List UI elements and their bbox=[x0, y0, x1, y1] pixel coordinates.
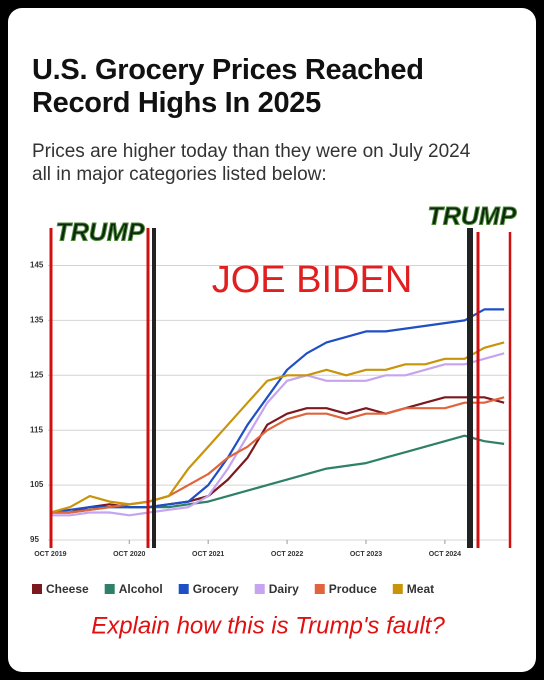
y-tick-label: 115 bbox=[30, 425, 43, 434]
x-tick-label: OCT 2022 bbox=[271, 551, 303, 558]
plot: 95 105 115 125 135 145 OCT 2019 OCT 2020 OCT 202… bbox=[30, 261, 508, 558]
legend-swatch bbox=[104, 584, 115, 594]
card: U.S. Grocery Prices Reached Record Highs… bbox=[8, 8, 536, 672]
legend-swatch bbox=[314, 584, 325, 594]
legend-swatch bbox=[392, 584, 403, 594]
x-tick-label: OCT 2023 bbox=[350, 551, 382, 558]
y-tick-label: 95 bbox=[30, 535, 39, 544]
x-tick-label: OCT 2019 bbox=[34, 551, 66, 558]
series-line bbox=[50, 341, 505, 514]
chart-title: U.S. Grocery Prices Reached Record Highs… bbox=[32, 54, 424, 119]
y-tick-label: 125 bbox=[30, 370, 44, 379]
caption: Explain how this is Trump's fault? bbox=[91, 612, 445, 639]
chart-subtitle: Prices are higher today than they were o… bbox=[32, 141, 471, 185]
legend-label: Meat bbox=[407, 582, 434, 596]
legend-label: Alcohol bbox=[119, 582, 163, 596]
legend-label: Dairy bbox=[269, 582, 299, 596]
markers bbox=[49, 228, 512, 548]
legend-label: Produce bbox=[329, 582, 377, 596]
legend-swatch bbox=[254, 584, 265, 594]
annotation: TRUMP bbox=[56, 219, 145, 247]
y-tick-label: 105 bbox=[30, 480, 44, 489]
series-line bbox=[50, 396, 505, 514]
series-line bbox=[50, 352, 505, 517]
annotation: TRUMP bbox=[428, 203, 517, 231]
annotation: JOE BIDEN bbox=[212, 259, 413, 301]
x-tick-label: OCT 2021 bbox=[192, 551, 224, 558]
series-line bbox=[50, 308, 505, 514]
y-tick-label: 145 bbox=[30, 261, 44, 270]
x-tick-label: OCT 2020 bbox=[113, 551, 145, 558]
y-tick-label: 135 bbox=[30, 316, 44, 325]
legend-label: Cheese bbox=[46, 582, 89, 596]
legend-swatch bbox=[32, 584, 42, 594]
x-tick-label: OCT 2024 bbox=[429, 551, 461, 558]
legend-label: Grocery bbox=[193, 582, 239, 596]
series-line bbox=[50, 396, 505, 514]
legend-swatch bbox=[178, 584, 189, 594]
series-line bbox=[50, 434, 505, 514]
